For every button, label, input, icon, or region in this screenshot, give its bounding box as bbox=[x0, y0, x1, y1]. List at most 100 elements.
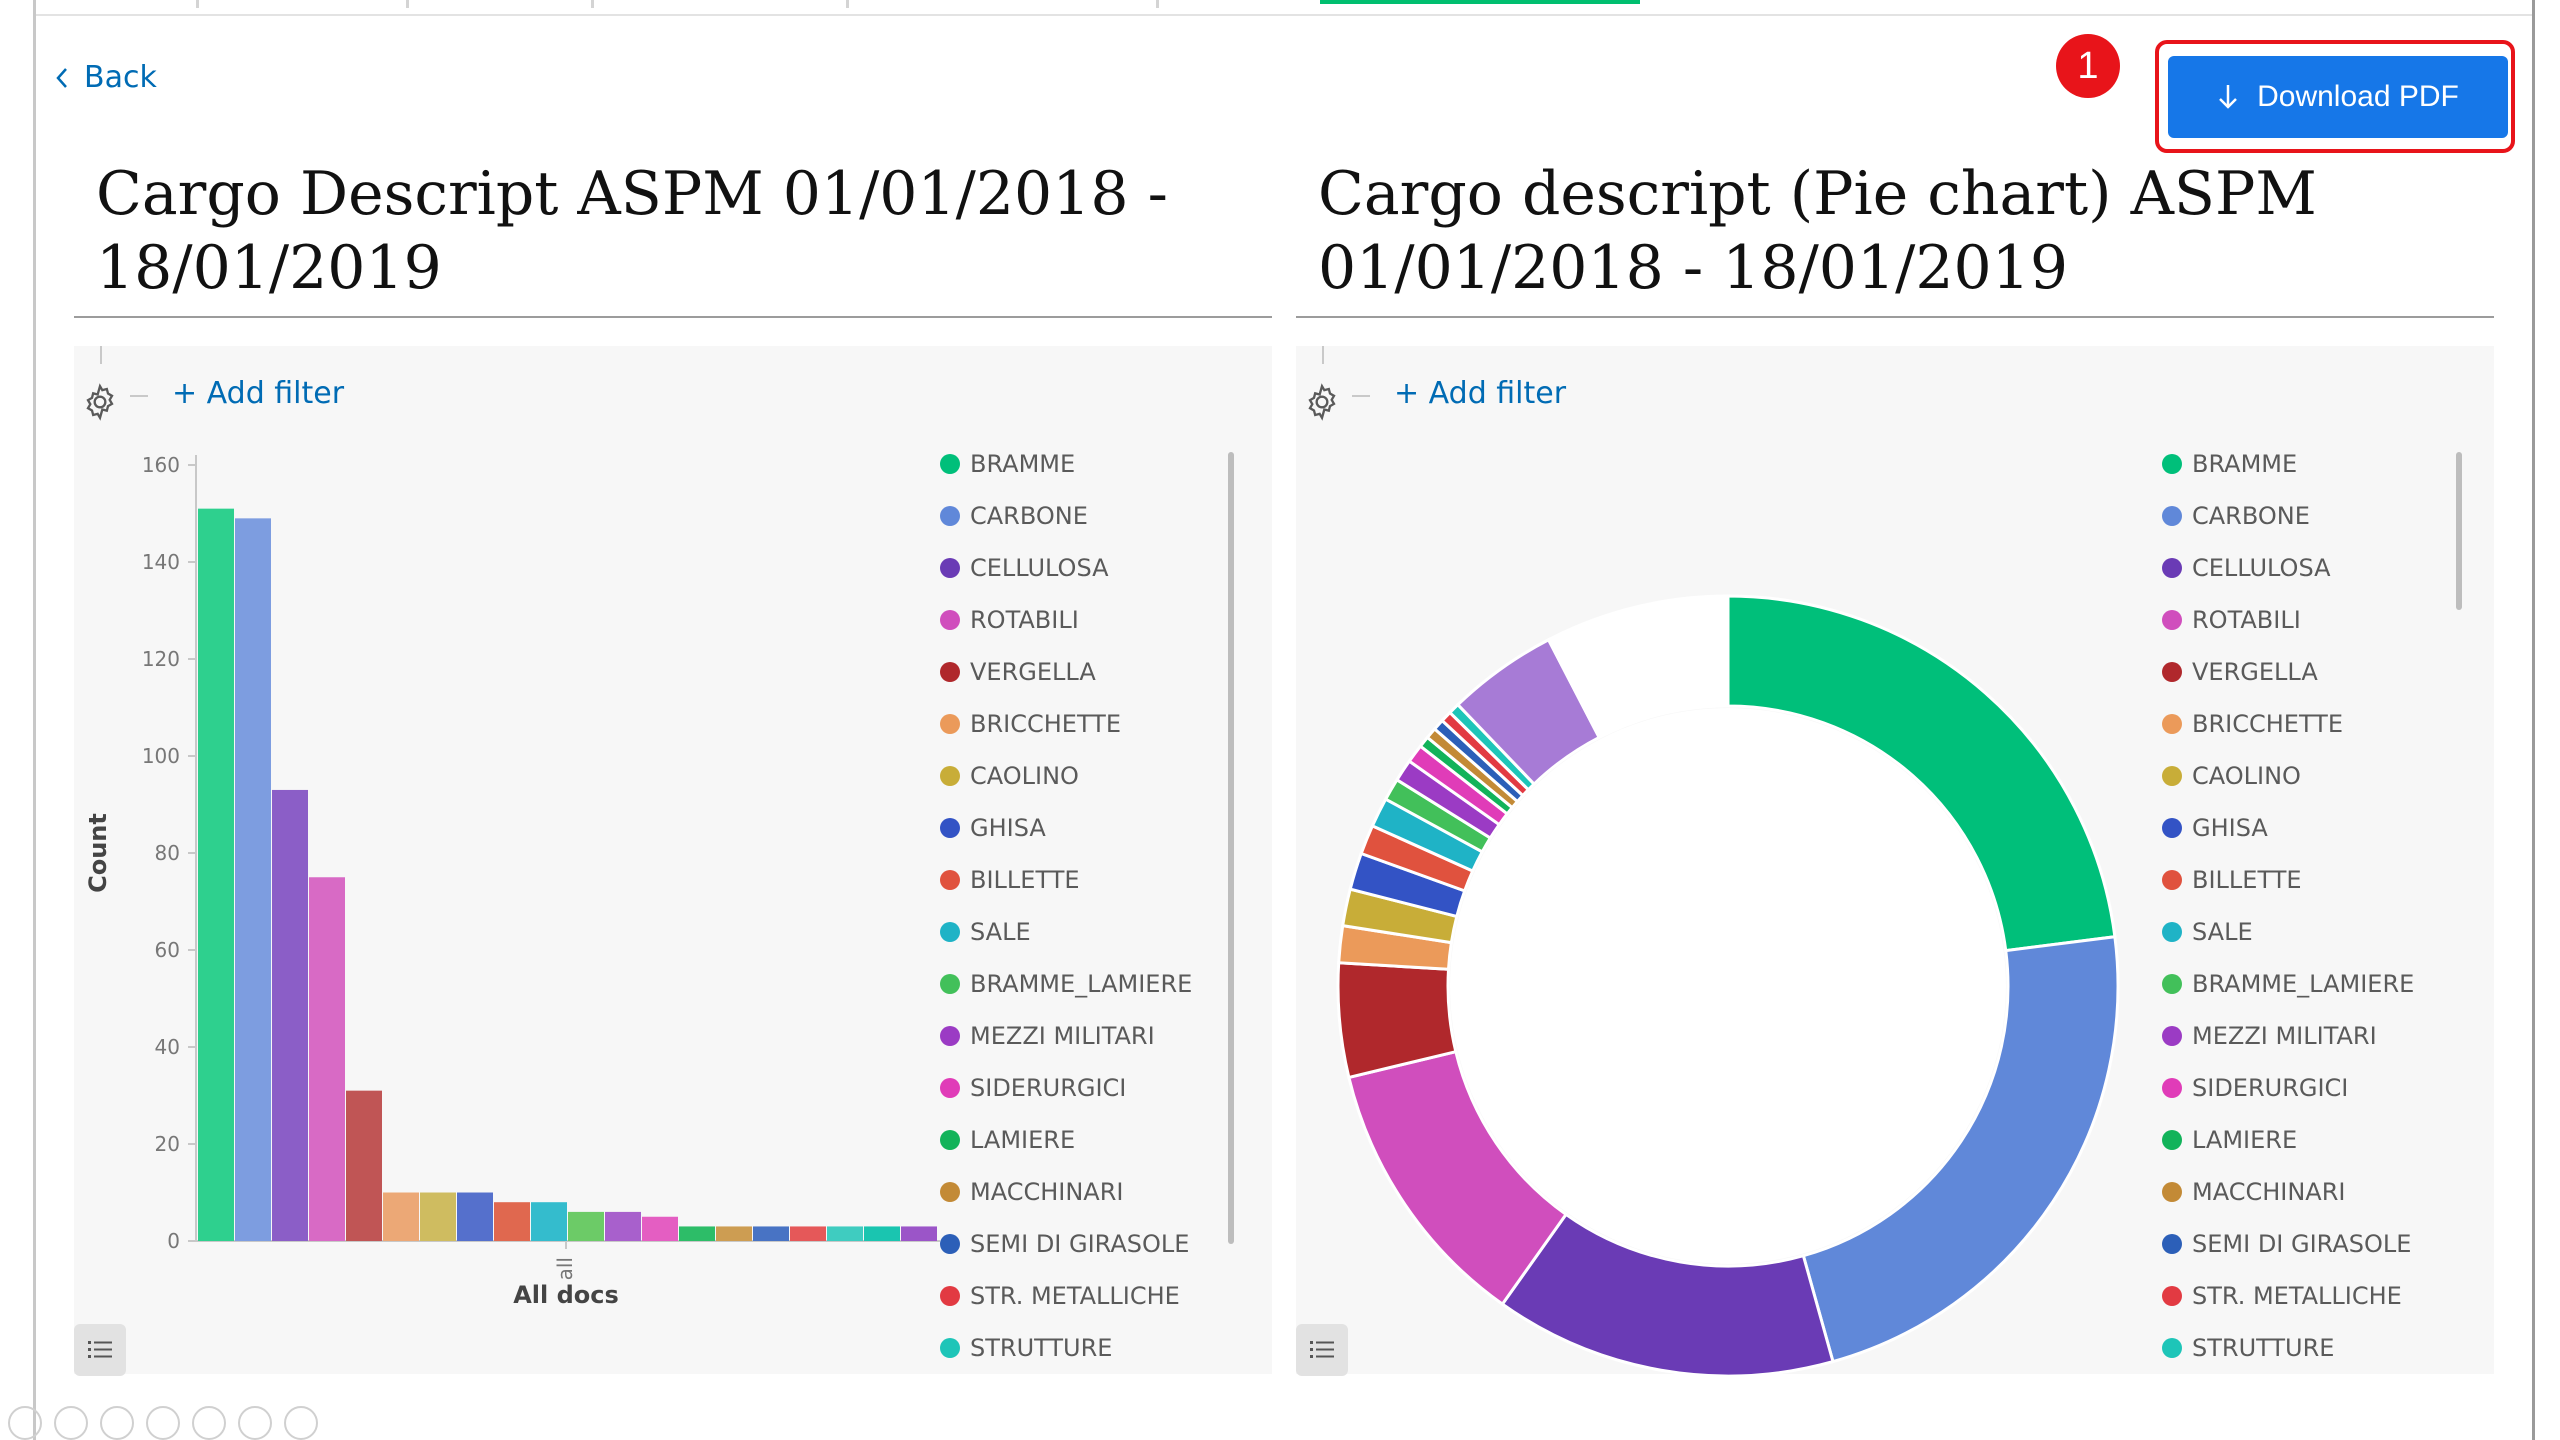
download-pdf-button[interactable]: Download PDF bbox=[2168, 56, 2508, 138]
legend-item[interactable]: SEMI DI GIRASOLE bbox=[940, 1230, 1189, 1258]
bar[interactable] bbox=[568, 1211, 604, 1241]
add-filter-link[interactable]: + Add filter bbox=[172, 376, 345, 411]
legend-item[interactable]: STRUTTURE bbox=[940, 1334, 1112, 1362]
more-icon[interactable] bbox=[284, 1406, 318, 1440]
gear-icon[interactable] bbox=[80, 382, 120, 422]
legend-item[interactable]: BRICCHETTE bbox=[940, 710, 1121, 738]
legend-item[interactable]: STR. METALLICHE bbox=[2162, 1282, 2402, 1310]
bar[interactable] bbox=[531, 1202, 567, 1241]
legend-item[interactable]: LAMIERE bbox=[2162, 1126, 2297, 1154]
previous-icon[interactable] bbox=[8, 1406, 42, 1440]
bar[interactable] bbox=[457, 1192, 493, 1242]
legend-item[interactable]: STR. METALLICHE bbox=[940, 1282, 1180, 1310]
legend-item[interactable]: MACCHINARI bbox=[940, 1178, 1123, 1206]
legend-toggle-button[interactable] bbox=[1296, 1324, 1348, 1376]
pie-slice[interactable] bbox=[1801, 935, 2120, 1364]
next-icon[interactable] bbox=[54, 1406, 88, 1440]
zoom-icon[interactable] bbox=[192, 1406, 226, 1440]
bar[interactable] bbox=[383, 1192, 419, 1242]
bar[interactable] bbox=[309, 877, 345, 1241]
legend-item[interactable]: SIDERURGICI bbox=[2162, 1074, 2348, 1102]
pen-icon[interactable] bbox=[100, 1406, 134, 1440]
back-link[interactable]: Back bbox=[54, 60, 157, 95]
legend-item[interactable]: BILLETTE bbox=[940, 866, 1080, 894]
legend-item[interactable]: BRAMME bbox=[940, 450, 1075, 478]
bar[interactable] bbox=[198, 508, 234, 1241]
legend-label: SALE bbox=[970, 918, 1031, 946]
legend-item[interactable]: MACCHINARI bbox=[2162, 1178, 2345, 1206]
add-filter-link[interactable]: + Add filter bbox=[1394, 376, 1567, 411]
legend-item[interactable]: MEZZI MILITARI bbox=[940, 1022, 1155, 1050]
legend-item[interactable]: GHISA bbox=[2162, 814, 2268, 842]
bar[interactable] bbox=[235, 518, 271, 1241]
legend-item[interactable]: CELLULOSA bbox=[2162, 554, 2331, 582]
legend-item[interactable]: BRAMME_LAMIERE bbox=[940, 970, 1192, 998]
legend-item[interactable]: BRICCHETTE bbox=[2162, 710, 2343, 738]
legend-item[interactable]: SEMI DI GIRASOLE bbox=[2162, 1230, 2411, 1258]
legend-swatch bbox=[2162, 714, 2182, 734]
legend-label: CELLULOSA bbox=[2192, 554, 2331, 582]
legend-item[interactable]: SALE bbox=[940, 918, 1031, 946]
bar[interactable] bbox=[753, 1226, 789, 1241]
legend: BRAMME CARBONE CELLULOSA ROTABILI VERGELLA BR… bbox=[2162, 450, 2492, 1362]
legend-swatch bbox=[2162, 506, 2182, 526]
active-tab-indicator[interactable] bbox=[1320, 0, 1640, 4]
tab-divider bbox=[406, 0, 409, 8]
bar[interactable] bbox=[679, 1226, 715, 1241]
legend-item[interactable]: SALE bbox=[2162, 918, 2253, 946]
bar[interactable] bbox=[420, 1192, 456, 1242]
pie-slice[interactable] bbox=[1726, 594, 2117, 953]
legend-item[interactable]: CARBONE bbox=[940, 502, 1088, 530]
legend-swatch bbox=[940, 1286, 960, 1306]
pie-slice[interactable] bbox=[1546, 594, 1730, 740]
legend-label: LAMIERE bbox=[970, 1126, 1076, 1154]
y-tick-label: 0 bbox=[167, 1229, 180, 1253]
legend-item[interactable]: LAMIERE bbox=[940, 1126, 1075, 1154]
legend-item[interactable]: CARBONE bbox=[2162, 502, 2310, 530]
legend-item[interactable]: MEZZI MILITARI bbox=[2162, 1022, 2377, 1050]
legend-item[interactable]: ROTABILI bbox=[940, 606, 1079, 634]
legend-label: STR. METALLICHE bbox=[2192, 1282, 2402, 1310]
bar[interactable] bbox=[864, 1226, 900, 1241]
legend-item[interactable]: SIDERURGICI bbox=[940, 1074, 1126, 1102]
legend-item[interactable]: VERGELLA bbox=[940, 658, 1096, 686]
bar[interactable] bbox=[494, 1202, 530, 1241]
legend-item[interactable]: BRAMME_LAMIERE bbox=[2162, 970, 2414, 998]
bar[interactable] bbox=[827, 1226, 863, 1241]
legend-swatch bbox=[2162, 1338, 2182, 1358]
legend-item[interactable]: BRAMME bbox=[2162, 450, 2297, 478]
legend-scrollbar[interactable] bbox=[1228, 452, 1234, 1244]
bar[interactable] bbox=[346, 1090, 382, 1241]
bar[interactable] bbox=[605, 1211, 641, 1241]
gear-icon[interactable] bbox=[1302, 382, 1342, 422]
panel-drag-handle[interactable] bbox=[1322, 346, 1324, 364]
list-icon bbox=[88, 1341, 112, 1358]
slides-icon[interactable] bbox=[146, 1406, 180, 1440]
y-tick-label: 160 bbox=[142, 453, 180, 477]
legend-item[interactable]: STRUTTURE bbox=[2162, 1334, 2334, 1362]
bar[interactable] bbox=[716, 1226, 752, 1241]
legend-label: BRICCHETTE bbox=[2192, 710, 2344, 738]
legend-swatch bbox=[2162, 1026, 2182, 1046]
legend-toggle-button[interactable] bbox=[74, 1324, 126, 1376]
bar[interactable] bbox=[272, 789, 308, 1241]
legend-item[interactable]: CAOLINO bbox=[940, 762, 1079, 790]
legend-swatch bbox=[2162, 1182, 2182, 1202]
legend-item[interactable]: CELLULOSA bbox=[940, 554, 1109, 582]
legend-item[interactable]: VERGELLA bbox=[2162, 658, 2318, 686]
legend-item[interactable]: CAOLINO bbox=[2162, 762, 2301, 790]
legend-label: CAOLINO bbox=[2192, 762, 2301, 790]
panel-drag-handle[interactable] bbox=[100, 346, 102, 364]
bar[interactable] bbox=[901, 1226, 937, 1241]
legend-label: BILLETTE bbox=[970, 866, 1080, 894]
bar[interactable] bbox=[642, 1216, 678, 1241]
legend-scrollbar[interactable] bbox=[2456, 452, 2462, 610]
screen-icon[interactable] bbox=[238, 1406, 272, 1440]
legend-item[interactable]: GHISA bbox=[940, 814, 1046, 842]
bar[interactable] bbox=[790, 1226, 826, 1241]
tab-divider bbox=[1156, 0, 1159, 8]
legend-item[interactable]: ROTABILI bbox=[2162, 606, 2301, 634]
legend-item[interactable]: BILLETTE bbox=[2162, 866, 2302, 894]
legend-label: SIDERURGICI bbox=[970, 1074, 1127, 1102]
legend-label: ROTABILI bbox=[2192, 606, 2301, 634]
